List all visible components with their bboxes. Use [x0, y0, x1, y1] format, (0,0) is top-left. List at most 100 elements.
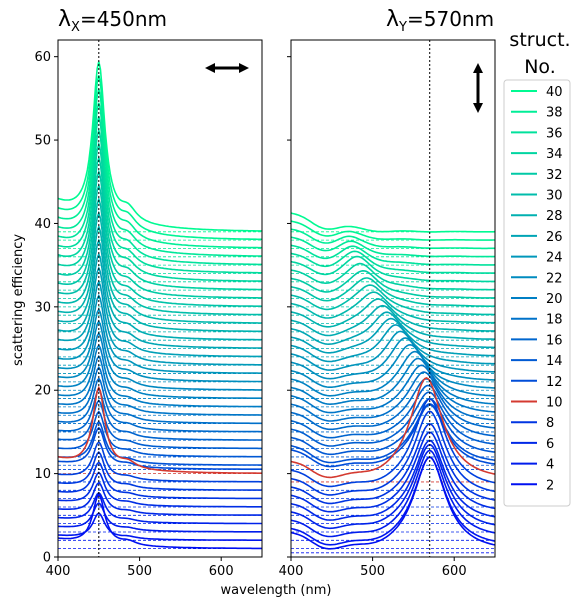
spectrum-structure-17 [291, 371, 495, 422]
spectrum-structure-21 [58, 319, 262, 391]
spectrum-structure-21 [291, 343, 495, 389]
legend-label: 18 [546, 313, 563, 328]
y-tick-label: 50 [34, 134, 51, 149]
spectrum-structure-31 [291, 277, 495, 308]
spectrum-structure-18 [291, 364, 495, 414]
legend-label: 24 [546, 251, 563, 266]
legend-entry: 26 [511, 230, 563, 245]
legend-label: 6 [546, 437, 554, 452]
spectrum-structure-37 [58, 102, 262, 257]
spectrum-structure-23 [58, 293, 262, 375]
spectrum-structure-9 [58, 440, 262, 483]
legend-title-line2: No. [524, 56, 556, 78]
spectrum-structure-30 [58, 196, 262, 316]
legend-entry: 28 [511, 209, 563, 224]
legend-label: 26 [546, 230, 563, 245]
panel-y-polarization: 400 500 600 λY=570nm [279, 7, 496, 579]
x-tick-label: 400 [279, 564, 304, 579]
legend-entry: 32 [511, 168, 563, 183]
spectrum-structure-13 [58, 410, 262, 458]
spectrum-structure-28 [291, 298, 495, 332]
legend-label: 8 [546, 416, 554, 431]
legend-label: 20 [546, 292, 563, 307]
spectrum-structure-14 [291, 391, 495, 447]
legend-entry: 40 [511, 85, 563, 100]
spectrum-structure-39 [291, 220, 495, 241]
spectrum-structure-9 [291, 397, 495, 488]
legend-entry: 36 [511, 126, 563, 141]
spectrum-structure-37 [291, 236, 495, 258]
legend-entry: 4 [511, 458, 554, 473]
legend: struct.No.403836343230282624222018161412… [503, 29, 571, 507]
spectrum-structure-35 [58, 127, 262, 274]
spectrum-structure-22 [291, 337, 495, 381]
legend-entry: 10 [511, 396, 563, 411]
legend-entry: 8 [511, 416, 554, 431]
x-tick-label: 500 [127, 564, 152, 579]
spectrum-structure-5 [58, 481, 262, 516]
panel-title: λX=450nm [58, 7, 167, 35]
spectrum-structure-16 [58, 377, 262, 433]
y-tick-label: 40 [34, 217, 51, 232]
spectrum-structure-24 [291, 324, 495, 365]
legend-entry: 38 [511, 106, 563, 121]
spectrum-structure-14 [58, 399, 262, 450]
spectrum-structure-8 [291, 410, 495, 496]
x-tick-label: 600 [209, 564, 234, 579]
legend-label: 2 [546, 478, 554, 493]
spectrum-structure-1 [58, 492, 262, 550]
spectrum-structure-7 [291, 422, 495, 505]
spectrum-structure-27 [58, 238, 262, 341]
spectrum-structure-19 [58, 343, 262, 408]
legend-label: 30 [546, 189, 563, 204]
spectrum-structure-31 [58, 182, 262, 308]
spectrum-structure-22 [58, 307, 262, 383]
y-tick-label: 20 [34, 384, 51, 399]
legend-box [503, 79, 571, 507]
spectrum-structure-3 [291, 449, 495, 538]
spectrum-structure-2 [291, 456, 495, 546]
legend-label: 38 [546, 106, 563, 121]
legend-label: 34 [546, 147, 563, 162]
spectrum-structure-36 [58, 116, 262, 266]
spectrum-structure-18 [58, 354, 262, 416]
spectrum-structure-10 [58, 385, 262, 475]
spectrum-structure-29 [58, 210, 262, 324]
spectrum-structure-6 [58, 471, 262, 508]
legend-entry: 16 [511, 333, 563, 348]
spectrum-structure-35 [291, 250, 495, 274]
legend-label: 32 [546, 168, 563, 183]
spectrum-structure-19 [291, 357, 495, 406]
x-axis-label: wavelength (nm) [221, 583, 332, 598]
spectrum-structure-23 [291, 330, 495, 373]
spectrum-structure-1 [291, 456, 495, 550]
x-tick-label: 600 [442, 564, 467, 579]
legend-label: 4 [546, 458, 554, 473]
legend-entry: 24 [511, 251, 563, 266]
legend-label: 40 [546, 85, 563, 100]
plot-frame [57, 39, 263, 558]
spectrum-structure-38 [58, 88, 262, 249]
spectrum-structure-24 [58, 279, 262, 366]
spectrum-structure-10 [291, 377, 495, 479]
legend-entry: 20 [511, 292, 563, 307]
spectrum-structure-12 [58, 420, 262, 466]
legend-label: 16 [546, 333, 563, 348]
legend-label: 22 [546, 271, 563, 286]
spectrum-structure-2 [58, 512, 262, 542]
spectrum-structure-15 [58, 388, 262, 441]
spectrum-structure-29 [291, 291, 495, 324]
y-tick-label: 0 [43, 551, 51, 566]
spectrum-structure-8 [58, 451, 262, 491]
legend-label: 10 [546, 396, 563, 411]
y-tick-label: 10 [34, 467, 51, 482]
legend-entry: 2 [511, 478, 554, 493]
spectrum-structure-33 [58, 154, 262, 291]
legend-label: 36 [546, 126, 563, 141]
spectrum-structure-33 [291, 262, 495, 291]
legend-entry: 30 [511, 189, 563, 204]
x-tick-label: 400 [46, 564, 71, 579]
spectrum-structure-34 [58, 140, 262, 282]
spectrum-structure-38 [291, 228, 495, 250]
